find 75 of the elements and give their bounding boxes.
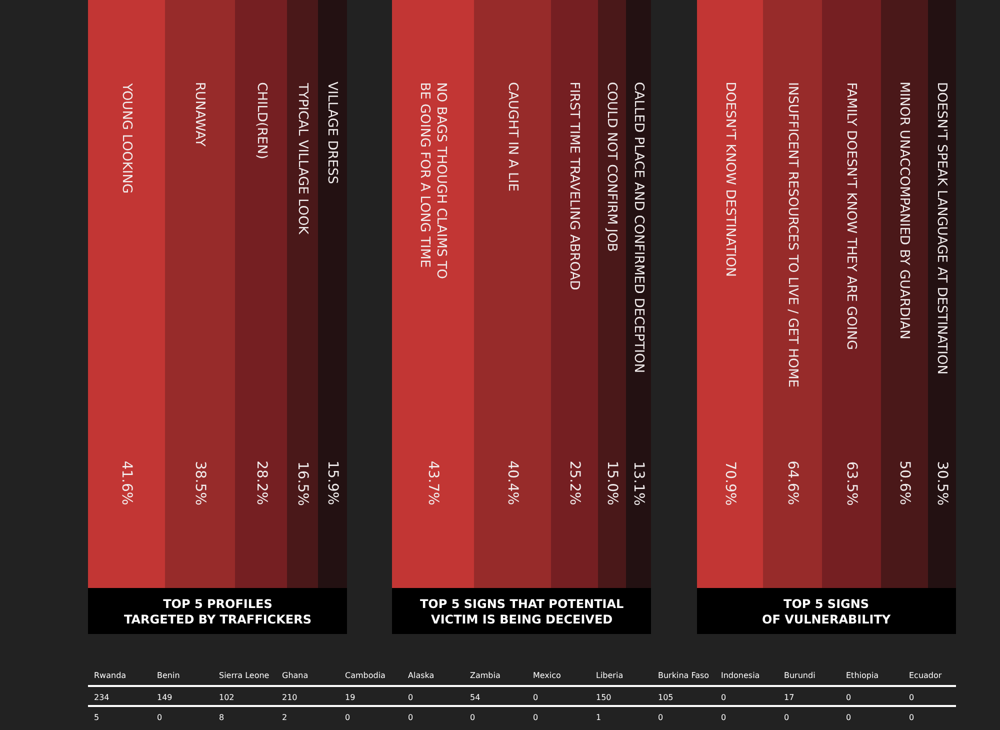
data-label: 0 — [909, 713, 914, 722]
data-label: 43.7% — [425, 460, 442, 506]
data-label: 1 — [596, 713, 602, 722]
data-label: 16.5% — [294, 461, 311, 506]
data-label: 5 — [94, 713, 100, 722]
category-label: Ecuador — [909, 671, 942, 680]
data-label: 15.9% — [324, 460, 340, 506]
category-label: COULD NOT CONFIRM JOB — [604, 82, 620, 252]
category-label: Alaska — [408, 671, 434, 680]
data-label: 0 — [846, 713, 852, 722]
data-label: 0 — [533, 713, 538, 722]
category-label: Ethiopia — [846, 671, 879, 680]
data-label: 38.5% — [192, 460, 208, 506]
data-label: 13.1% — [630, 461, 647, 506]
category-label: INSUFFICENT RESOURCES TO LIVE / GET HOME — [784, 82, 800, 388]
category-label: TYPICAL VILLAGE LOOK — [295, 82, 310, 235]
data-label: 2 — [282, 713, 288, 722]
category-label: Burkina Faso — [658, 671, 710, 680]
category-label: Mexico — [533, 671, 562, 680]
data-label: 30.5% — [934, 461, 950, 506]
data-label: 64.6% — [784, 460, 800, 506]
category-label: DOESN'T SPEAK LANGUAGE AT DESTINATION — [934, 82, 949, 374]
category-label: Zambia — [470, 671, 500, 680]
data-label: 0 — [909, 693, 914, 702]
category-label: FIRST TIME TRAVELING ABROAD — [566, 82, 582, 290]
category-label: CHILD(REN) — [254, 82, 269, 160]
data-label: 0 — [846, 693, 852, 702]
category-label: YOUNG LOOKING — [118, 82, 134, 194]
category-label: DOESN'T KNOW DESTINATION — [722, 82, 738, 277]
data-label: 105 — [658, 693, 674, 702]
data-label: 15.0% — [604, 460, 620, 506]
category-label: Cambodia — [345, 671, 386, 680]
data-label: 25.2% — [566, 460, 582, 506]
category-label: FAMILY DOESN'T KNOW THEY ARE GOING — [844, 82, 859, 350]
data-label: 41.6% — [118, 460, 134, 506]
category-label: Sierra Leone — [219, 671, 270, 680]
category-label: Burundi — [784, 671, 816, 680]
data-label: 70.9% — [722, 461, 738, 506]
text: TOP 5 SIGNS THAT POTENTIAL VICTIM IS BEING DECEIVED — [420, 597, 624, 627]
category-label: Rwanda — [94, 671, 126, 680]
text: TOP 5 PROFILES TARGETED BY TRAFFICKERS — [124, 597, 312, 627]
category-label: Indonesia — [721, 671, 760, 680]
data-label: 54 — [470, 693, 480, 702]
data-label: 210 — [282, 693, 298, 702]
data-label: 102 — [219, 693, 234, 702]
data-label: 0 — [408, 713, 414, 722]
data-label: 19 — [345, 693, 356, 702]
category-label: NO BAGS THOUGH CLAIMS TO BE GOING FOR A LONG TIME — [416, 82, 449, 280]
data-label: 0 — [658, 713, 664, 722]
data-label: 50.6% — [896, 460, 912, 506]
data-label: 234 — [94, 693, 110, 702]
category-label: CAUGHT IN A LIE — [504, 82, 520, 192]
data-label: 150 — [596, 693, 612, 702]
category-label: RUNAWAY — [192, 82, 208, 146]
category-label: Benin — [157, 671, 180, 680]
category-label: Liberia — [596, 671, 624, 680]
data-label: 0 — [408, 693, 414, 702]
data-label: 63.5% — [844, 461, 860, 506]
data-label: 0 — [157, 713, 162, 722]
data-label: 0 — [721, 713, 726, 722]
category-label: VILLAGE DRESS — [324, 82, 340, 184]
category-label: Ghana — [282, 671, 308, 680]
data-label: 0 — [721, 693, 726, 702]
data-label: 8 — [219, 713, 224, 722]
data-label: 0 — [784, 713, 790, 722]
data-label: 40.4% — [504, 460, 520, 506]
data-label: 28.2% — [253, 460, 270, 506]
category-label: CALLED PLACE AND CONFIRMED DECEPTION — [631, 82, 646, 373]
text: TOP 5 SIGNS OF VULNERABILITY — [762, 597, 891, 627]
data-label: 0 — [345, 713, 350, 722]
data-label: 17 — [784, 693, 794, 702]
data-label: 0 — [470, 713, 476, 722]
data-label: 149 — [157, 693, 172, 702]
category-label: MINOR UNACCOMPANIED BY GUARDIAN — [896, 82, 912, 340]
data-label: 0 — [533, 693, 538, 702]
